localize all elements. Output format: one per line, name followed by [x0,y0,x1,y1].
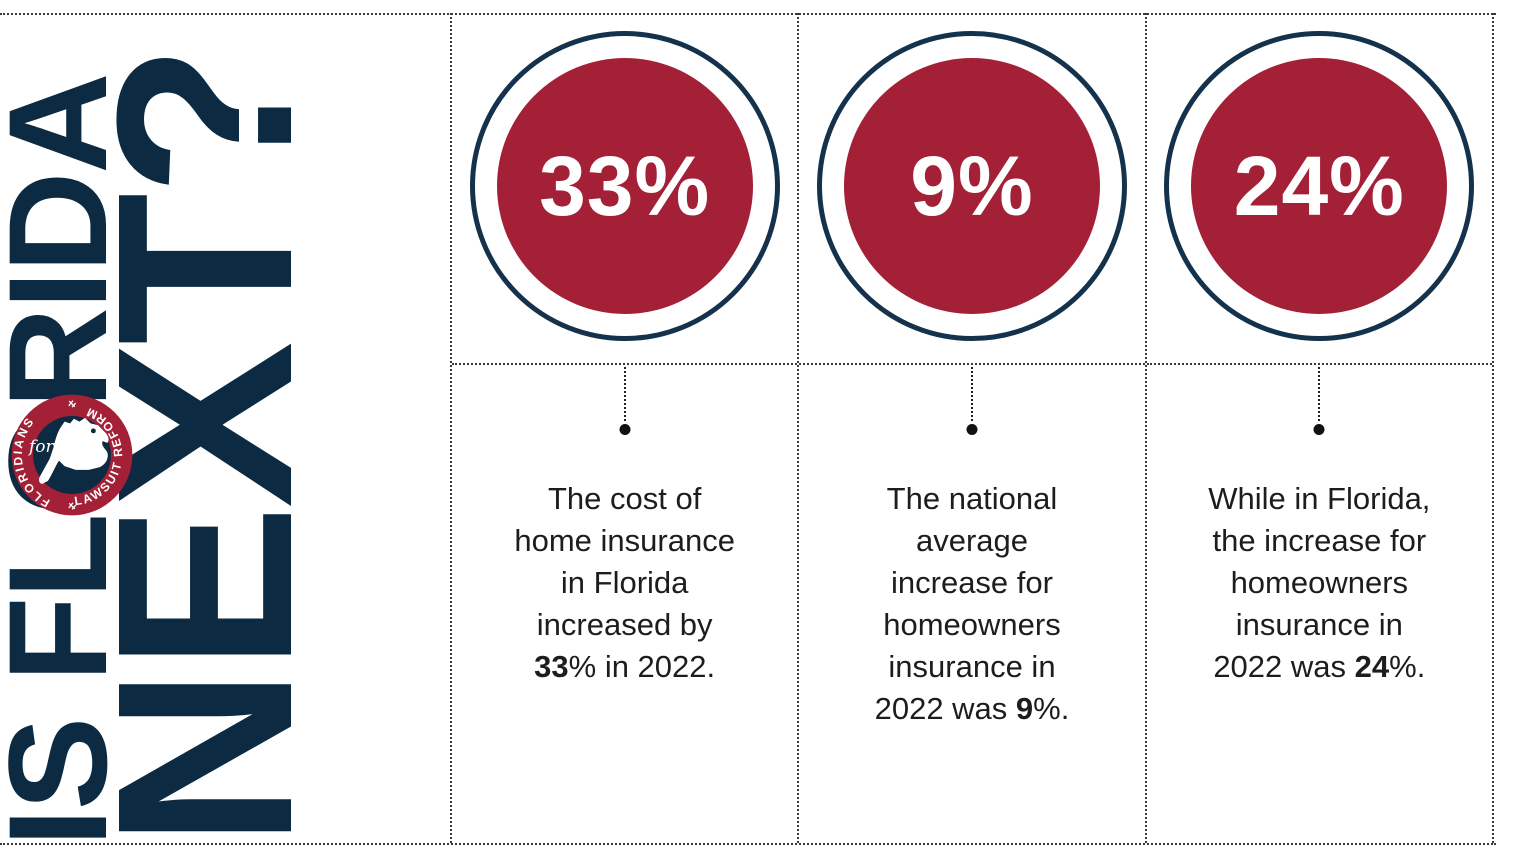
desc-text: The national average increase for homeow… [874,481,1061,726]
desc-bold-number: 9 [1015,691,1034,726]
stat-disc: 24% [1191,58,1448,314]
leader-dot [619,424,631,435]
desc-text: %. [1389,649,1426,684]
stat-disc: 33% [496,58,753,314]
stat-circle-cell: 33% [452,13,798,365]
stat-value: 33% [539,138,711,233]
gavel-icon [68,400,77,408]
badge-for-word: for [29,437,54,457]
desc-text: % in 2022. [568,649,716,684]
florida-map [39,417,109,484]
gavel-icon [68,502,77,510]
stat-column-florida-increase: 24% While in Florida, the increase for h… [1144,13,1494,843]
stat-value: 9% [910,138,1034,233]
desc-bold-number: 33 [534,649,569,684]
desc-text: The cost of home insurance in Florida in… [514,481,735,642]
leader-line [970,367,973,421]
desc-text: While in Florida, the increase for homeo… [1208,481,1431,684]
leader-line [1318,367,1321,421]
stats-grid: 33% The cost of home insurance in Florid… [450,13,1494,843]
stat-disc: 9% [843,58,1100,314]
stat-value: 24% [1233,138,1405,233]
lake-dot [90,428,96,434]
stat-ring: 33% [469,31,780,341]
stat-description: While in Florida, the increase for homeo… [1147,478,1492,688]
leader-dot [966,424,978,435]
leader-dot [1313,424,1325,435]
stat-column-national-average: 9% The national average increase for hom… [797,13,1145,843]
stat-column-florida-2022: 33% The cost of home insurance in Florid… [450,13,798,843]
stat-description: The national average increase for homeow… [799,478,1144,730]
bottom-dotted-border [0,843,1496,845]
leader-line [623,367,626,421]
desc-bold-number: 24 [1354,649,1390,684]
stat-ring: 9% [816,31,1127,341]
floridians-lawsuit-reform-badge: FLORIDIANS LAWSUIT REFORM [7,390,137,520]
desc-text: %. [1033,691,1070,726]
top-dotted-border [0,13,1496,15]
badge-svg: FLORIDIANS LAWSUIT REFORM [11,394,133,516]
stat-circle-cell: 24% [1146,13,1492,365]
stat-circle-cell: 9% [799,13,1145,365]
stat-ring: 24% [1164,31,1475,341]
stat-description: The cost of home insurance in Florida in… [452,478,797,688]
